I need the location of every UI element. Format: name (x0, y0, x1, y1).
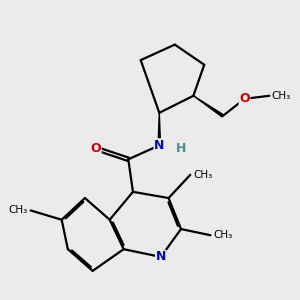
Text: O: O (90, 142, 101, 155)
Text: O: O (239, 92, 250, 105)
Text: N: N (156, 250, 166, 263)
Text: H: H (176, 142, 187, 155)
Text: CH₃: CH₃ (194, 170, 213, 180)
Text: N: N (154, 139, 164, 152)
Text: CH₃: CH₃ (8, 206, 28, 215)
Polygon shape (194, 96, 224, 117)
Polygon shape (158, 113, 160, 146)
Text: CH₃: CH₃ (272, 91, 291, 101)
Text: CH₃: CH₃ (214, 230, 233, 240)
